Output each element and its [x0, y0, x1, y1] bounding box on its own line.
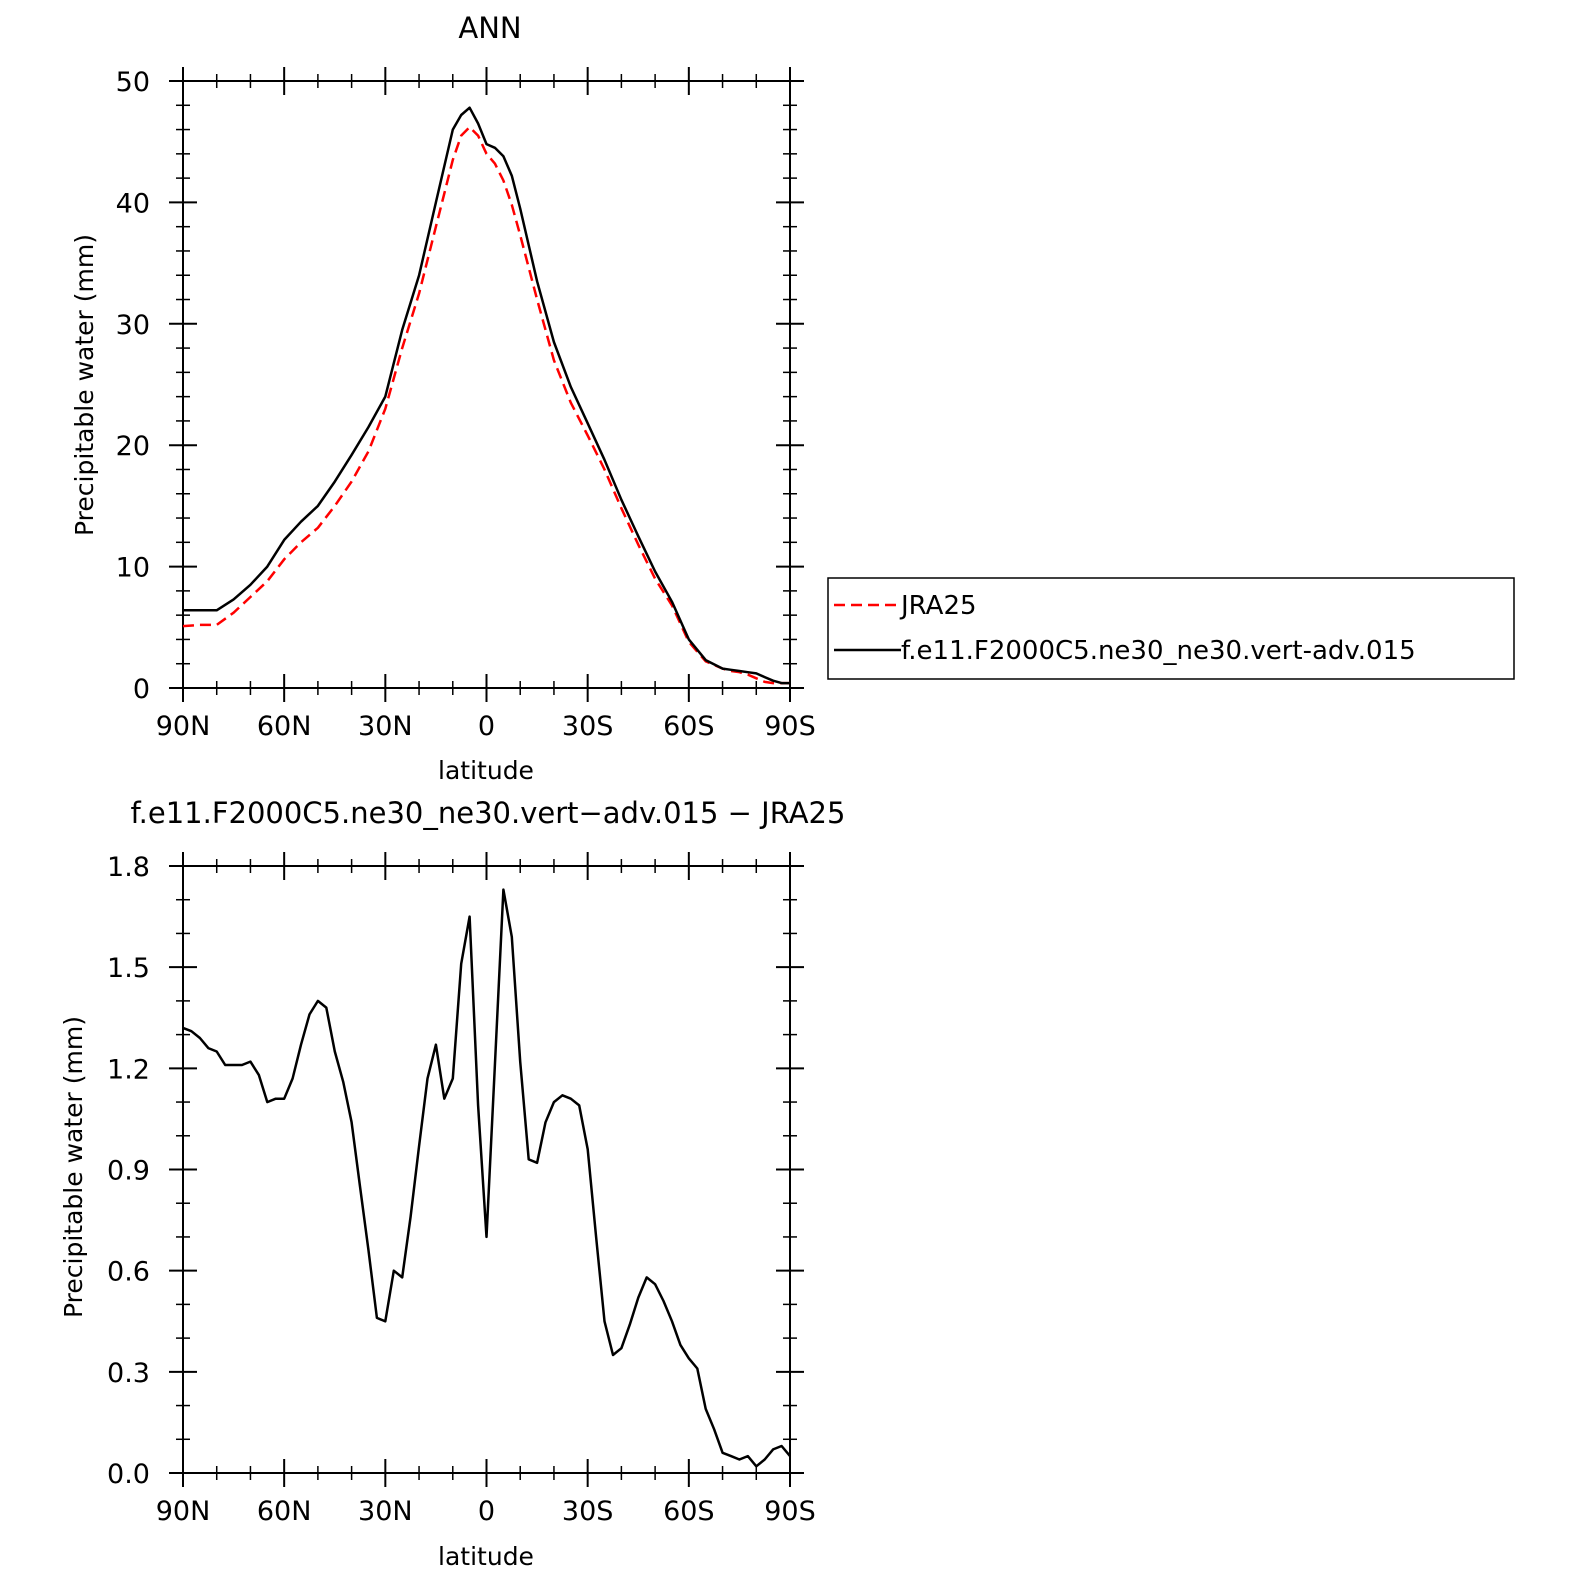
bottom-y-axis-title: Precipitable water (mm) — [59, 1016, 88, 1318]
x-tick-label: 60N — [257, 1496, 312, 1527]
x-tick-label: 0 — [478, 711, 495, 742]
bottom-panel: f.e11.F2000C5.ne30_ne30.vert−adv.015 − J… — [59, 796, 845, 1571]
legend-box — [827, 577, 1515, 680]
y-tick-label: 0.3 — [107, 1358, 150, 1389]
bottom-chart-title: f.e11.F2000C5.ne30_ne30.vert−adv.015 − J… — [131, 796, 846, 830]
top-y-axis-title: Precipitable water (mm) — [70, 234, 99, 536]
bottom-x-axis-title: latitude — [438, 1542, 534, 1571]
y-tick-label: 1.5 — [107, 953, 150, 984]
bottom-x-tick-labels: 90N 60N 30N 0 30S 60S 90S — [156, 1496, 816, 1527]
top-chart-title: ANN — [458, 11, 521, 45]
legend-label-jra25: JRA25 — [899, 591, 977, 621]
y-tick-label: 20 — [116, 431, 150, 462]
bottom-y-tick-labels: 0.0 0.3 0.6 0.9 1.2 1.5 1.8 — [107, 852, 150, 1490]
x-tick-label: 90N — [156, 711, 211, 742]
y-tick-label: 1.8 — [107, 852, 150, 883]
x-tick-label: 30S — [562, 1496, 614, 1527]
x-tick-label: 90N — [156, 1496, 211, 1527]
top-axis-ticks — [169, 67, 804, 702]
y-tick-label: 0.6 — [107, 1257, 150, 1288]
legend: JRA25 f.e11.F2000C5.ne30_ne30.vert-adv.0… — [827, 577, 1515, 680]
legend-label-model: f.e11.F2000C5.ne30_ne30.vert-adv.015 — [901, 636, 1416, 666]
y-tick-label: 30 — [116, 310, 150, 341]
x-tick-label: 0 — [478, 1496, 495, 1527]
y-tick-label: 50 — [116, 67, 150, 98]
x-tick-label: 60N — [257, 711, 312, 742]
y-tick-label: 1.2 — [107, 1054, 150, 1085]
x-tick-label: 30N — [358, 711, 413, 742]
top-x-axis-title: latitude — [438, 756, 534, 785]
series-line-f-e11-f2000c5-ne30-ne30-vert-adv-015 — [183, 106, 790, 685]
y-tick-label: 0 — [133, 674, 150, 705]
bottom-series-group — [182, 888, 791, 1468]
top-x-tick-labels: 90N 60N 30N 0 30S 60S 90S — [156, 711, 816, 742]
y-tick-label: 0.9 — [107, 1156, 150, 1187]
x-tick-label: 60S — [663, 711, 715, 742]
series-line-jra25 — [182, 125, 790, 685]
y-tick-label: 10 — [116, 553, 150, 584]
top-series-group — [182, 106, 790, 685]
y-tick-label: 0.0 — [107, 1459, 150, 1490]
x-tick-label: 90S — [764, 711, 816, 742]
series-line-difference — [182, 888, 791, 1468]
top-plot-frame — [182, 80, 791, 689]
top-panel: ANN 90N 60N 30N 0 30S 60S 90S 0 10 20 30 40 50 lati… — [70, 11, 816, 785]
y-tick-label: 40 — [116, 188, 150, 219]
top-y-tick-labels: 0 10 20 30 40 50 — [116, 67, 150, 705]
x-tick-label: 60S — [663, 1496, 715, 1527]
x-tick-label: 90S — [764, 1496, 816, 1527]
x-tick-label: 30N — [358, 1496, 413, 1527]
x-tick-label: 30S — [562, 711, 614, 742]
bottom-axis-ticks — [169, 852, 804, 1487]
